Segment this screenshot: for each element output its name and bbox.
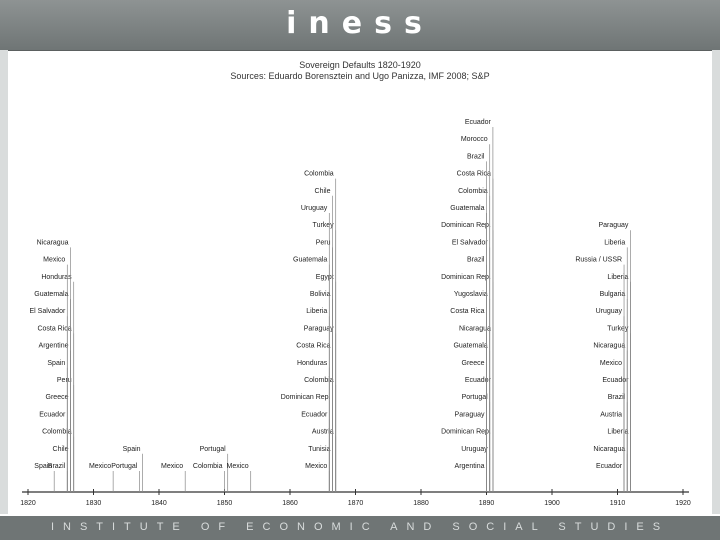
- country-label: Costa Rica: [450, 308, 484, 315]
- country-label: Mexico: [89, 463, 111, 470]
- country-label: Turkey: [607, 325, 629, 332]
- country-label: Colombia: [458, 188, 488, 195]
- country-label: Spain: [123, 446, 141, 453]
- country-label: Nicaragua: [37, 239, 69, 246]
- country-label: Liberia: [607, 274, 628, 281]
- country-label: Dominican Rep.: [441, 274, 491, 281]
- country-label: Colombia: [304, 377, 334, 384]
- country-label: Mexico: [161, 463, 183, 470]
- country-label: El Salvador: [452, 239, 488, 246]
- country-label: El Salvador: [30, 308, 66, 315]
- country-label: Austria: [312, 429, 334, 436]
- country-label: Chile: [315, 188, 331, 195]
- x-tick-label: 1840: [151, 500, 167, 507]
- country-label: Bolivia: [310, 291, 331, 298]
- country-label: Mexico: [43, 257, 65, 264]
- x-tick-label: 1830: [86, 500, 102, 507]
- footer-text: INSTITUTE OF ECONOMIC AND SOCIAL STUDIES: [50, 521, 670, 533]
- frame-right: [712, 50, 720, 514]
- iness-logo: iness: [286, 6, 434, 41]
- country-label: Colombia: [304, 171, 334, 178]
- header-bar: iness: [0, 0, 720, 51]
- x-tick-label: 1860: [282, 500, 298, 507]
- country-label: Honduras: [41, 274, 72, 281]
- country-label: Spain: [34, 463, 52, 470]
- country-label: Ecuador: [602, 377, 629, 384]
- x-tick-label: 1890: [479, 500, 495, 507]
- country-label: Ecuador: [465, 377, 492, 384]
- country-label: Costa Rica: [296, 343, 330, 350]
- country-label: Chile: [53, 446, 69, 453]
- x-tick-label: 1900: [544, 500, 560, 507]
- country-label: Costa Rica: [37, 325, 71, 332]
- country-label: Paraguay: [598, 222, 628, 229]
- country-label: Ecuador: [39, 411, 66, 418]
- country-label: Greece: [462, 360, 485, 367]
- country-label: Guatemala: [293, 257, 327, 264]
- footer-bar: INSTITUTE OF ECONOMIC AND SOCIAL STUDIES: [0, 516, 720, 540]
- country-label: Portugal: [111, 463, 138, 470]
- country-label: Uruguay: [301, 205, 328, 212]
- country-label: Portugal: [200, 446, 227, 453]
- country-label: Argentine: [39, 343, 69, 350]
- x-tick-label: 1910: [610, 500, 626, 507]
- country-label: Peru: [316, 239, 331, 246]
- country-label: Paraguay: [304, 325, 334, 332]
- country-label: Guatemala: [450, 205, 484, 212]
- country-label: Dominican Rep.: [441, 429, 491, 436]
- country-label: Tunisia: [308, 446, 330, 453]
- country-label: Portugal: [462, 394, 489, 401]
- x-tick-label: 1850: [217, 500, 233, 507]
- country-label: Dominican Rep.: [441, 222, 491, 229]
- country-label: Liberia: [306, 308, 327, 315]
- country-label: Nicaragua: [593, 343, 625, 350]
- country-label: Paraguay: [455, 411, 485, 418]
- country-label: Morocco: [461, 136, 488, 143]
- x-tick-label: 1880: [413, 500, 429, 507]
- country-label: Greece: [46, 394, 69, 401]
- country-label: Ecuador: [301, 411, 328, 418]
- x-tick-label: 1920: [675, 500, 691, 507]
- country-label: Mexico: [600, 360, 622, 367]
- country-label: Ecuador: [596, 463, 623, 470]
- x-tick-label: 1870: [348, 500, 364, 507]
- x-tick-label: 1820: [20, 500, 36, 507]
- country-label: Nicaragua: [593, 446, 625, 453]
- country-label: Spain: [47, 360, 65, 367]
- country-label: Brazil: [608, 394, 626, 401]
- country-label: Russia / USSR: [575, 257, 622, 264]
- chart-subtitle: Sources: Eduardo Borensztein and Ugo Pan…: [230, 71, 490, 81]
- country-label: Uruguay: [596, 308, 623, 315]
- country-label: Mexico: [227, 463, 249, 470]
- country-label: Brazil: [467, 257, 485, 264]
- country-label: Mexico: [305, 463, 327, 470]
- country-label: Honduras: [297, 360, 328, 367]
- country-label: Brazil: [467, 153, 485, 160]
- country-label: Colombia: [193, 463, 223, 470]
- country-label: Uruguay: [461, 446, 488, 453]
- country-label: Austria: [600, 411, 622, 418]
- country-label: Bulgaria: [600, 291, 626, 298]
- country-label: Guatemala: [453, 343, 487, 350]
- country-label: Argentina: [455, 463, 485, 470]
- country-label: Brazil: [48, 463, 66, 470]
- country-label: Peru: [57, 377, 72, 384]
- country-label: Liberia: [604, 239, 625, 246]
- country-label: Guatemala: [34, 291, 68, 298]
- country-label: Dominican Rep.: [281, 394, 331, 401]
- chart-title: Sovereign Defaults 1820-1920: [299, 60, 421, 70]
- frame-left: [0, 50, 8, 514]
- country-label: Ecuador: [465, 119, 492, 126]
- country-label: Liberia: [607, 429, 628, 436]
- country-label: Colombia: [42, 429, 72, 436]
- country-label: Egypt: [316, 274, 334, 281]
- country-label: Turkey: [313, 222, 335, 229]
- country-label: Costa Rica: [457, 171, 491, 178]
- country-label: Yugoslavia: [454, 291, 488, 298]
- country-label: Nicaragua: [459, 325, 491, 332]
